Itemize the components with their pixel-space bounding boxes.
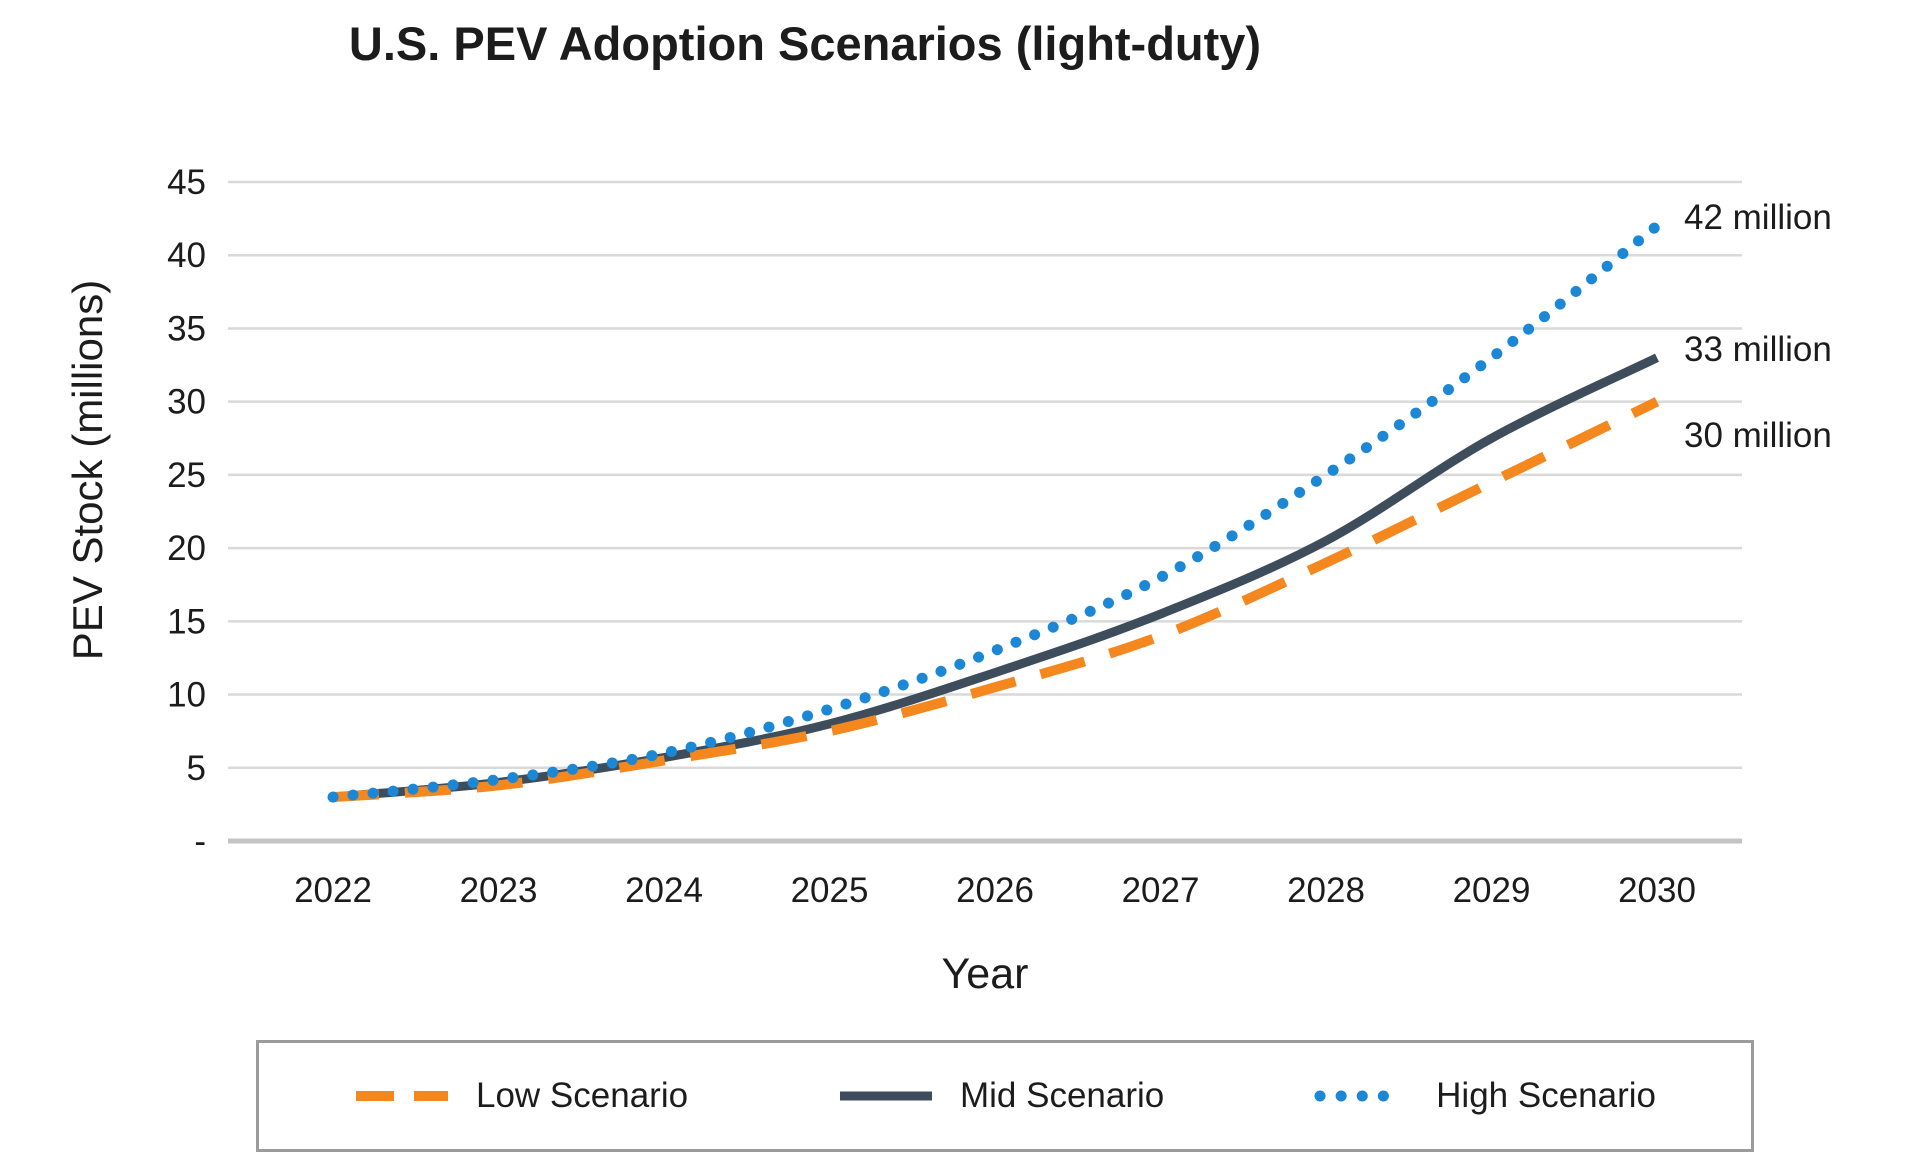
y-tick-label: 30 bbox=[167, 383, 206, 422]
x-tick-label: 2024 bbox=[625, 871, 703, 910]
legend-item-low-scenario: Low Scenario bbox=[354, 1076, 688, 1116]
high-scenario-dotted-line-icon bbox=[1314, 1090, 1396, 1102]
y-tick-label: - bbox=[194, 822, 206, 861]
y-tick-label: 15 bbox=[167, 602, 206, 641]
end-label-mid-scenario: 33 million bbox=[1684, 330, 1832, 369]
y-tick-label: 45 bbox=[167, 163, 206, 202]
x-tick-label: 2026 bbox=[956, 871, 1034, 910]
chart-title: U.S. PEV Adoption Scenarios (light-duty) bbox=[348, 17, 1262, 70]
x-tick-label: 2025 bbox=[791, 871, 869, 910]
x-tick-label: 2022 bbox=[294, 871, 372, 910]
legend-item-mid-scenario: Mid Scenario bbox=[838, 1076, 1164, 1116]
series-line-mid-scenario bbox=[332, 353, 1659, 802]
y-tick-label: 5 bbox=[187, 749, 206, 788]
legend-label-high-scenario: High Scenario bbox=[1436, 1076, 1656, 1115]
x-tick-label: 2023 bbox=[460, 871, 538, 910]
y-tick-label: 20 bbox=[167, 529, 206, 568]
y-tick-label: 40 bbox=[167, 236, 206, 275]
y-tick-label: 35 bbox=[167, 309, 206, 348]
legend-item-high-scenario: High Scenario bbox=[1314, 1076, 1656, 1116]
series-line-high-scenario bbox=[327, 220, 1663, 803]
low-scenario-dashed-line-icon bbox=[356, 1091, 448, 1101]
legend-label-mid-scenario: Mid Scenario bbox=[959, 1076, 1165, 1115]
x-tick-label: 2030 bbox=[1618, 871, 1696, 910]
series-line-low-scenario bbox=[332, 397, 1660, 803]
end-label-low-scenario: 30 million bbox=[1684, 416, 1832, 455]
legend: Low Scenario Mid Scenario High Scenario bbox=[256, 1040, 1754, 1152]
mid-scenario-solid-line-icon bbox=[839, 1091, 932, 1101]
y-tick-label: 25 bbox=[167, 456, 206, 495]
x-tick-label: 2028 bbox=[1287, 871, 1365, 910]
legend-label-low-scenario: Low Scenario bbox=[476, 1076, 689, 1115]
x-tick-label: 2027 bbox=[1122, 871, 1200, 910]
end-label-high-scenario: 42 million bbox=[1684, 198, 1832, 237]
x-axis-title: Year bbox=[941, 950, 1029, 998]
y-tick-label: 10 bbox=[167, 676, 206, 715]
x-tick-label: 2029 bbox=[1453, 871, 1531, 910]
